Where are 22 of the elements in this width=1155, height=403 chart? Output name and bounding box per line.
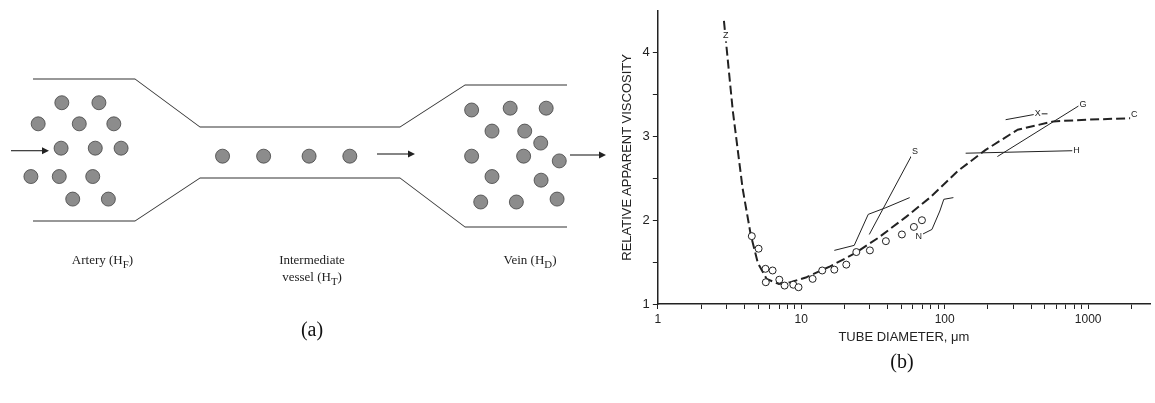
x-axis-title: TUBE DIAMETER, μm bbox=[838, 328, 970, 344]
x-tick-label: 1 bbox=[654, 311, 662, 326]
x-tick-label: 1000 bbox=[1074, 311, 1102, 326]
x-tick-label: 10 bbox=[794, 311, 809, 326]
text: Artery (H$_{F}$) bbox=[70, 251, 135, 272]
annotation: Z bbox=[722, 30, 729, 41]
text: Intermediate vessel (H$_{T}$) bbox=[278, 251, 346, 289]
annotation: S bbox=[911, 146, 918, 157]
text: (a) bbox=[299, 318, 325, 341]
annotation: N bbox=[915, 230, 923, 241]
y-tick-label: 2 bbox=[642, 211, 650, 227]
annotation: H bbox=[1073, 145, 1080, 156]
annotation: C bbox=[1131, 109, 1139, 120]
annotation: X bbox=[1034, 108, 1041, 119]
text: Vein (H$_{D}$) bbox=[502, 251, 558, 272]
y-tick-label: 4 bbox=[642, 44, 650, 60]
y-tick-label: 1 bbox=[642, 295, 650, 311]
y-tick-label: 3 bbox=[642, 128, 650, 144]
x-tick-label: 100 bbox=[934, 311, 956, 326]
y-axis-title: RELATIVE APPARENT VISCOSITY bbox=[619, 53, 635, 261]
text: (b) bbox=[889, 350, 915, 373]
annotation: G bbox=[1079, 99, 1087, 110]
